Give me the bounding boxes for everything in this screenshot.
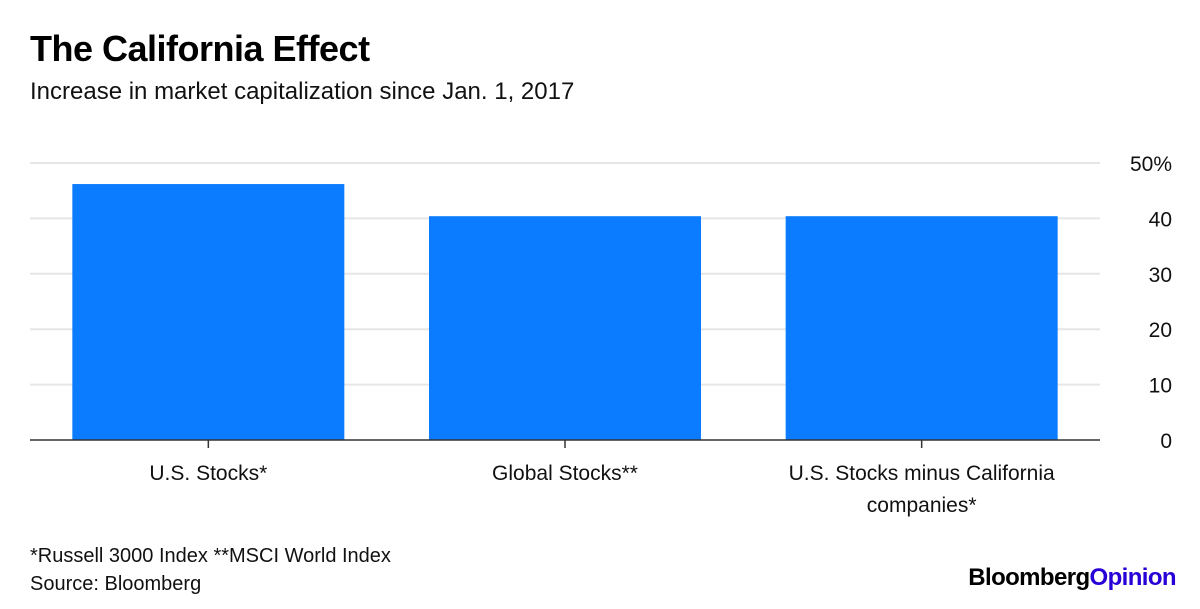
bar [429,216,701,440]
x-tick-label: companies* [867,494,977,517]
chart-subtitle: Increase in market capitalization since … [30,78,575,105]
x-tick-labels: U.S. Stocks* Global Stocks** U.S. Stocks m… [149,462,1055,517]
y-tick-labels: 0 10 20 30 40 50% [1130,153,1172,453]
x-tick-label: Global Stocks** [492,462,638,485]
y-tick-label: 40 [1149,208,1172,231]
x-tick-label: U.S. Stocks* [149,462,267,485]
y-tick-label: 50% [1130,153,1172,176]
x-tick-label: U.S. Stocks minus California [789,462,1055,485]
y-tick-label: 0 [1160,430,1172,453]
y-tick-label: 20 [1149,319,1172,342]
chart-title: The California Effect [30,28,370,69]
logo-part-opinion: Opinion [1089,564,1177,591]
y-tick-label: 30 [1149,264,1172,287]
logo-part-bloomberg: Bloomberg [968,564,1090,591]
bars [72,184,1058,440]
footnote-block: *Russell 3000 Index **MSCI World Index S… [30,542,391,598]
bar-chart: 0 10 20 30 40 50% U.S. Stocks* Global Stocks**… [30,153,1172,517]
y-tick-label: 10 [1149,375,1172,398]
source-note: Source: Bloomberg [30,573,202,595]
bloomberg-opinion-logo: BloombergOpinion [968,564,1176,592]
footnote: *Russell 3000 Index **MSCI World Index [30,545,391,567]
bar [72,184,345,440]
x-axis [30,439,1100,448]
bar [785,216,1058,440]
